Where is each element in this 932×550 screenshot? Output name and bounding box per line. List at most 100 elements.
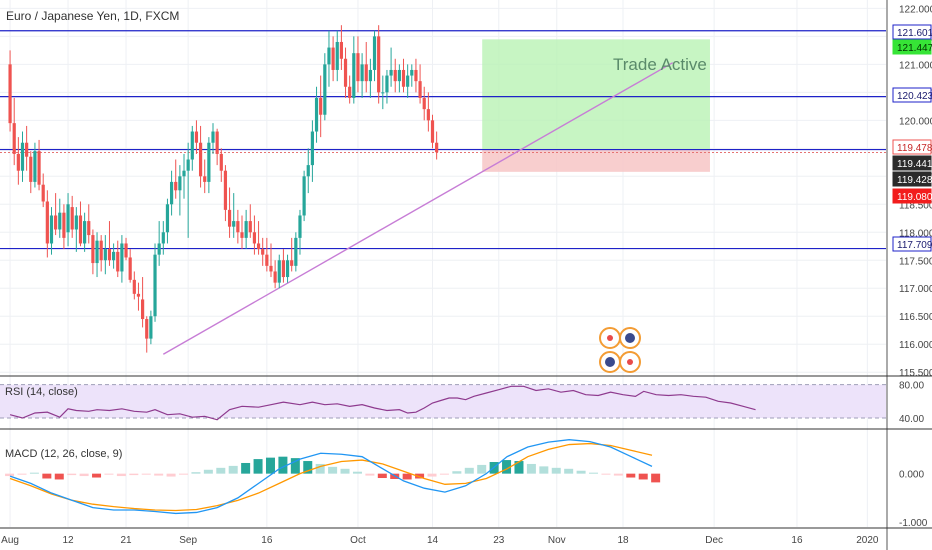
- candle: [273, 260, 277, 289]
- price-label-text: 120.423: [897, 91, 932, 102]
- candle-body: [95, 240, 99, 264]
- candle-body: [112, 251, 116, 261]
- candle-body: [406, 75, 410, 87]
- candle-body: [368, 69, 372, 82]
- candle: [182, 153, 186, 199]
- candle: [348, 75, 352, 104]
- candle: [174, 159, 178, 199]
- macd-histogram-bar: [92, 473, 102, 478]
- macd-histogram-bar: [191, 472, 201, 474]
- rsi-tick-label: 40.00: [899, 414, 924, 425]
- rsi-pane: [0, 384, 886, 421]
- candle-body: [169, 181, 174, 205]
- candle: [12, 97, 16, 166]
- candle: [95, 232, 99, 278]
- candle: [91, 229, 95, 275]
- price-tick-label: 115.500: [899, 368, 932, 379]
- macd-histogram-bar: [303, 461, 313, 474]
- candle: [335, 30, 339, 82]
- candle-body: [207, 142, 211, 182]
- candle: [430, 114, 435, 149]
- candle-body: [37, 151, 41, 185]
- macd-histogram-bar: [315, 463, 325, 474]
- emblem-icon: [599, 327, 641, 373]
- candle-body: [397, 69, 401, 82]
- candle-body: [281, 260, 286, 278]
- candle: [83, 212, 87, 252]
- macd-histogram-bar: [564, 468, 574, 474]
- price-tick-label: 116.500: [899, 312, 932, 323]
- trade-zones: [482, 39, 710, 172]
- macd-histogram-bar: [228, 465, 238, 474]
- macd-histogram-bar: [415, 473, 425, 479]
- rsi-label: RSI (14, close): [5, 386, 78, 398]
- candle-body: [343, 58, 348, 87]
- candle-body: [414, 69, 418, 82]
- candlestick-series: [8, 25, 439, 353]
- candle-body: [306, 165, 310, 177]
- candle: [70, 195, 74, 238]
- candle-body: [385, 75, 389, 93]
- candle-body: [393, 69, 397, 82]
- candle: [33, 142, 37, 188]
- time-tick-label: Sep: [179, 535, 197, 546]
- candle-body: [360, 64, 364, 82]
- candle-body: [116, 251, 120, 272]
- macd-histogram-bar: [116, 473, 126, 477]
- candle-body: [273, 271, 277, 283]
- price-tick-label: 117.500: [899, 256, 932, 267]
- candle: [227, 187, 232, 238]
- candle-body: [377, 36, 381, 93]
- macd-histogram-bar: [452, 471, 462, 474]
- candle: [381, 75, 385, 110]
- candle-body: [103, 249, 107, 261]
- macd-line: [9, 439, 653, 515]
- candle-body: [422, 97, 426, 110]
- candle-body: [124, 243, 128, 258]
- candle: [219, 148, 223, 182]
- candle: [112, 243, 116, 269]
- trade-active-label: Trade Active: [613, 55, 707, 74]
- candle: [240, 215, 244, 250]
- candle-body: [418, 81, 422, 98]
- macd-histogram-bar: [601, 473, 611, 475]
- macd-histogram-bar: [626, 473, 636, 478]
- candle: [377, 25, 381, 104]
- candle: [66, 193, 70, 247]
- candle-body: [219, 153, 223, 171]
- loss-zone: [482, 149, 710, 172]
- trendline-group[interactable]: [162, 62, 674, 355]
- candle-body: [435, 142, 439, 153]
- price-label-badge: [892, 139, 932, 155]
- candle: [331, 36, 335, 82]
- price-label-text: 119.428: [897, 175, 932, 186]
- price-label-text: 119.478: [897, 143, 932, 154]
- price-label-badge: [892, 236, 932, 252]
- candle-body: [178, 176, 182, 191]
- candle-body: [78, 215, 83, 244]
- time-tick-label: 14: [427, 535, 439, 546]
- candle: [62, 204, 66, 250]
- candle: [298, 209, 302, 255]
- macd-histogram-bar: [477, 464, 487, 474]
- price-label-badge: [892, 87, 932, 103]
- candle-body: [335, 41, 339, 70]
- macd-label: MACD (12, 26, close, 9): [5, 448, 122, 460]
- macd-histogram-bar: [67, 473, 77, 476]
- macd-histogram-bar: [402, 473, 412, 480]
- candle: [269, 243, 273, 278]
- macd-signal-line: [9, 442, 653, 512]
- time-tick-label: 23: [493, 535, 505, 546]
- candle-body: [41, 184, 45, 202]
- candle-body: [223, 170, 228, 210]
- candle-body: [25, 142, 29, 157]
- candle: [149, 310, 153, 345]
- candle-body: [426, 109, 430, 121]
- candle: [153, 243, 157, 322]
- price-label-text: 119.441: [897, 159, 932, 170]
- price-tick-label: 116.000: [899, 340, 932, 351]
- candle-body: [331, 47, 335, 70]
- candle: [165, 198, 170, 244]
- macd-histogram-bar: [539, 466, 549, 474]
